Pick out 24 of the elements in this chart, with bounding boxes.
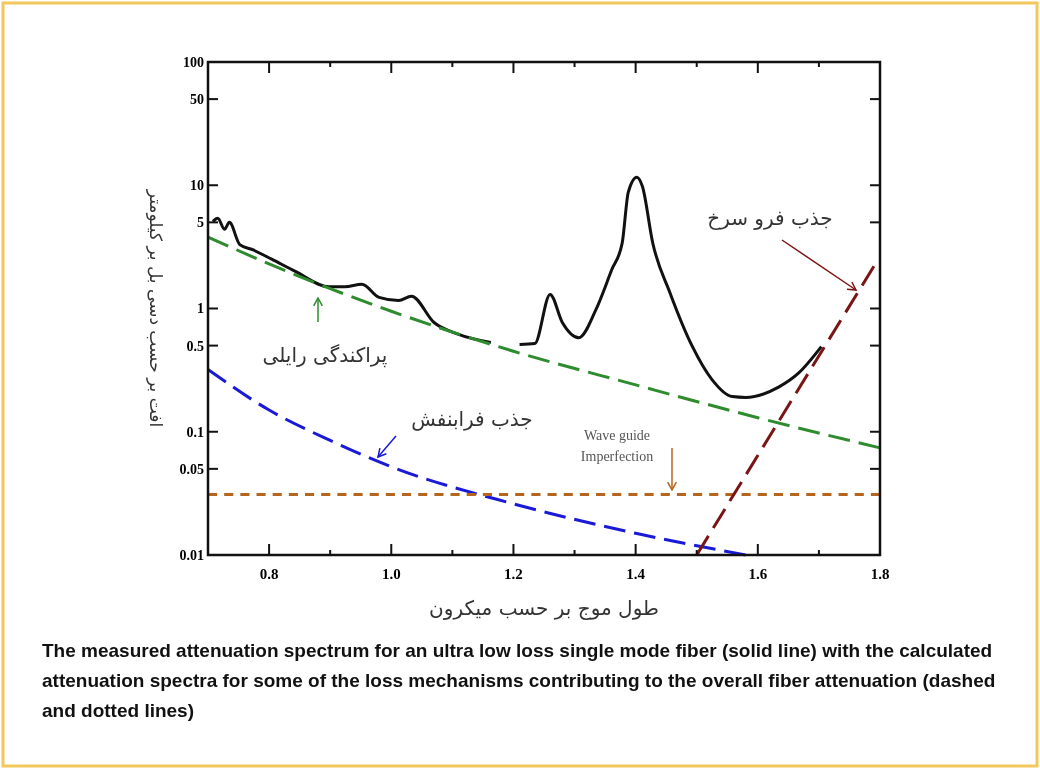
series-label: پراکندگی رایلی <box>262 343 388 368</box>
x-tick-label: 1.8 <box>870 566 890 582</box>
y-tick-label: 1 <box>197 301 204 317</box>
y-tick-label: 0.5 <box>186 338 204 354</box>
text: The measured attenuation spectrum for an ultra low loss single mode fiber (solid line) with the calculated attenuation spectra for some of the loss mechanisms contributing to the overall fiber attenuation (dashed and dotted lines) <box>42 640 996 721</box>
y-tick-label: 50 <box>190 92 204 107</box>
y-tick-label: 5 <box>197 215 204 231</box>
y-tick-label: 100 <box>183 54 204 70</box>
line-series <box>206 367 748 557</box>
x-tick-label: 1.4 <box>626 566 646 582</box>
text: جذب فرو سرخ <box>707 206 833 230</box>
text: جذب فرابنفش <box>411 407 533 431</box>
x-tick-label: 1.2 <box>504 566 523 582</box>
y-tick-label: 0.05 <box>179 461 204 477</box>
x-tick-label: 1.0 <box>381 566 401 582</box>
y-tick-label: 0.01 <box>179 547 204 563</box>
x-tick-label: 0.8 <box>259 566 279 582</box>
line-series <box>206 235 882 450</box>
x-axis-title: طول موج بر حسب میکرون <box>429 596 659 620</box>
y-tick-label: 10 <box>190 178 204 194</box>
y-tick-label: 0.1 <box>186 424 204 440</box>
x-tick-label: 1.6 <box>748 566 768 582</box>
text: Wave guide Imperfection <box>580 428 654 464</box>
y-axis-title: افت بر حسب دسی بل بر کیلومتر <box>146 188 166 428</box>
